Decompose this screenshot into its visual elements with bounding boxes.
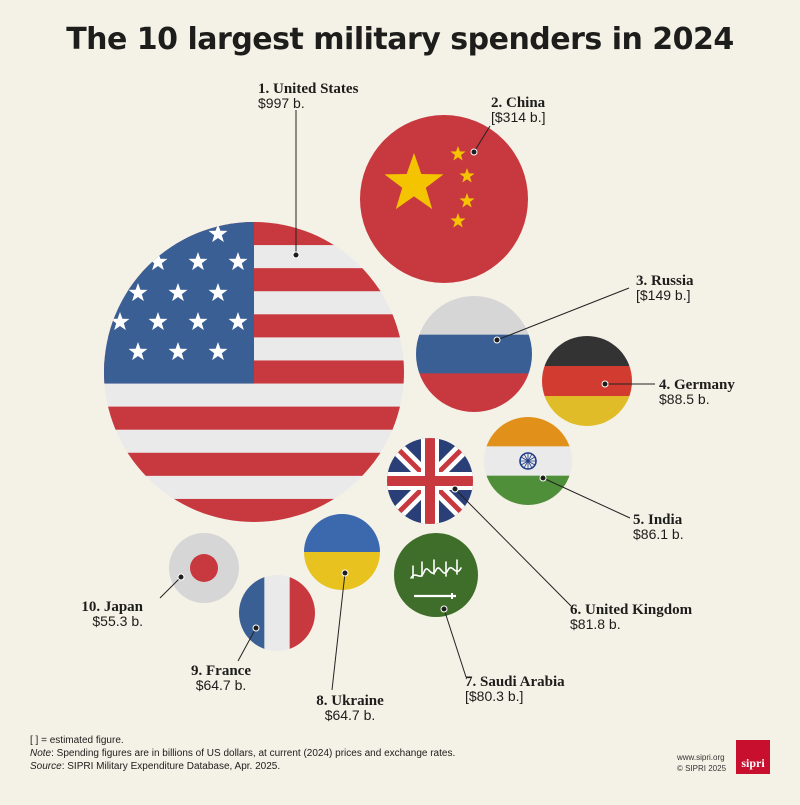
france-leader-dot [252,624,260,632]
france-leader-line [237,627,257,662]
saudi-arabia-bubble [394,533,478,617]
spending-note: Note: Spending figures are in billions o… [30,748,456,759]
india-flag-icon [484,417,572,505]
saudi-arabia-flag-icon [394,533,478,617]
chart-title: The 10 largest military spenders in 2024 [66,22,734,57]
japan-leader-line [159,576,182,599]
china-label: 2. China [491,95,546,111]
russia-leader-line [496,287,630,341]
russia-leader-dot [493,336,501,344]
ukraine-bubble [304,514,380,590]
russia-value-label: [$149 b.] [636,287,691,303]
india-bubble [484,417,572,505]
china-value-label: [$314 b.] [491,109,546,125]
united-kingdom-leader-dot [451,485,459,493]
india-leader-line [542,477,631,519]
france-value-label: $64.7 b. [196,677,247,693]
ukraine-value-label: $64.7 b. [325,707,376,723]
saudi-arabia-value-label: [$80.3 b.] [465,688,523,704]
credits: www.sipri.org © SIPRI 2025 [677,752,726,774]
china-flag-icon [360,115,528,283]
japan-value-label: $55.3 b. [92,613,143,629]
united-kingdom-bubble [387,438,473,524]
ukraine-flag-icon [304,514,380,590]
france-label: 9. France [191,663,251,679]
china-leader-dot [470,148,478,156]
sipri-logo: sipri [736,740,770,774]
china-leader-line [473,125,491,153]
russia-flag-icon [416,296,532,412]
saudi-arabia-leader-line [443,608,467,678]
united-states-value-label: $997 b. [258,95,305,111]
united-states-bubble [104,222,404,522]
ukraine-label: 8. Ukraine [316,693,384,709]
japan-bubble [169,533,239,603]
france-bubble [239,575,315,651]
united-kingdom-leader-line [454,488,572,607]
ukraine-leader-line [331,572,346,691]
estimate-note: [ ] = estimated figure. [30,735,124,746]
france-flag-icon [239,575,315,651]
germany-flag-icon [542,336,632,426]
russia-bubble [416,296,532,412]
russia-label: 3. Russia [636,273,694,289]
uk-flag-icon [387,438,473,524]
india-leader-dot [539,474,547,482]
germany-leader-dot [601,380,609,388]
germany-label: 4. Germany [659,377,735,393]
japan-leader-dot [177,573,185,581]
japan-label: 10. Japan [81,599,143,615]
india-value-label: $86.1 b. [633,526,684,542]
germany-bubble [542,336,632,426]
source-note: Source: SIPRI Military Expenditure Datab… [30,761,281,772]
japan-flag-icon [169,533,239,603]
india-label: 5. India [633,512,683,528]
usa-flag-icon [104,222,404,522]
ukraine-leader-dot [341,569,349,577]
copyright: © SIPRI 2025 [677,764,727,773]
saudi-arabia-label: 7. Saudi Arabia [465,674,565,690]
united-states-leader-dot [292,251,300,259]
united-states-label: 1. United States [258,81,359,97]
website-link[interactable]: www.sipri.org [677,753,725,762]
united-kingdom-label: 6. United Kingdom [570,602,693,618]
saudi-arabia-leader-dot [440,605,448,613]
footer-notes: [ ] = estimated figure. Note: Spending f… [30,734,455,773]
united-kingdom-value-label: $81.8 b. [570,616,621,632]
china-bubble [360,115,528,283]
germany-value-label: $88.5 b. [659,391,710,407]
